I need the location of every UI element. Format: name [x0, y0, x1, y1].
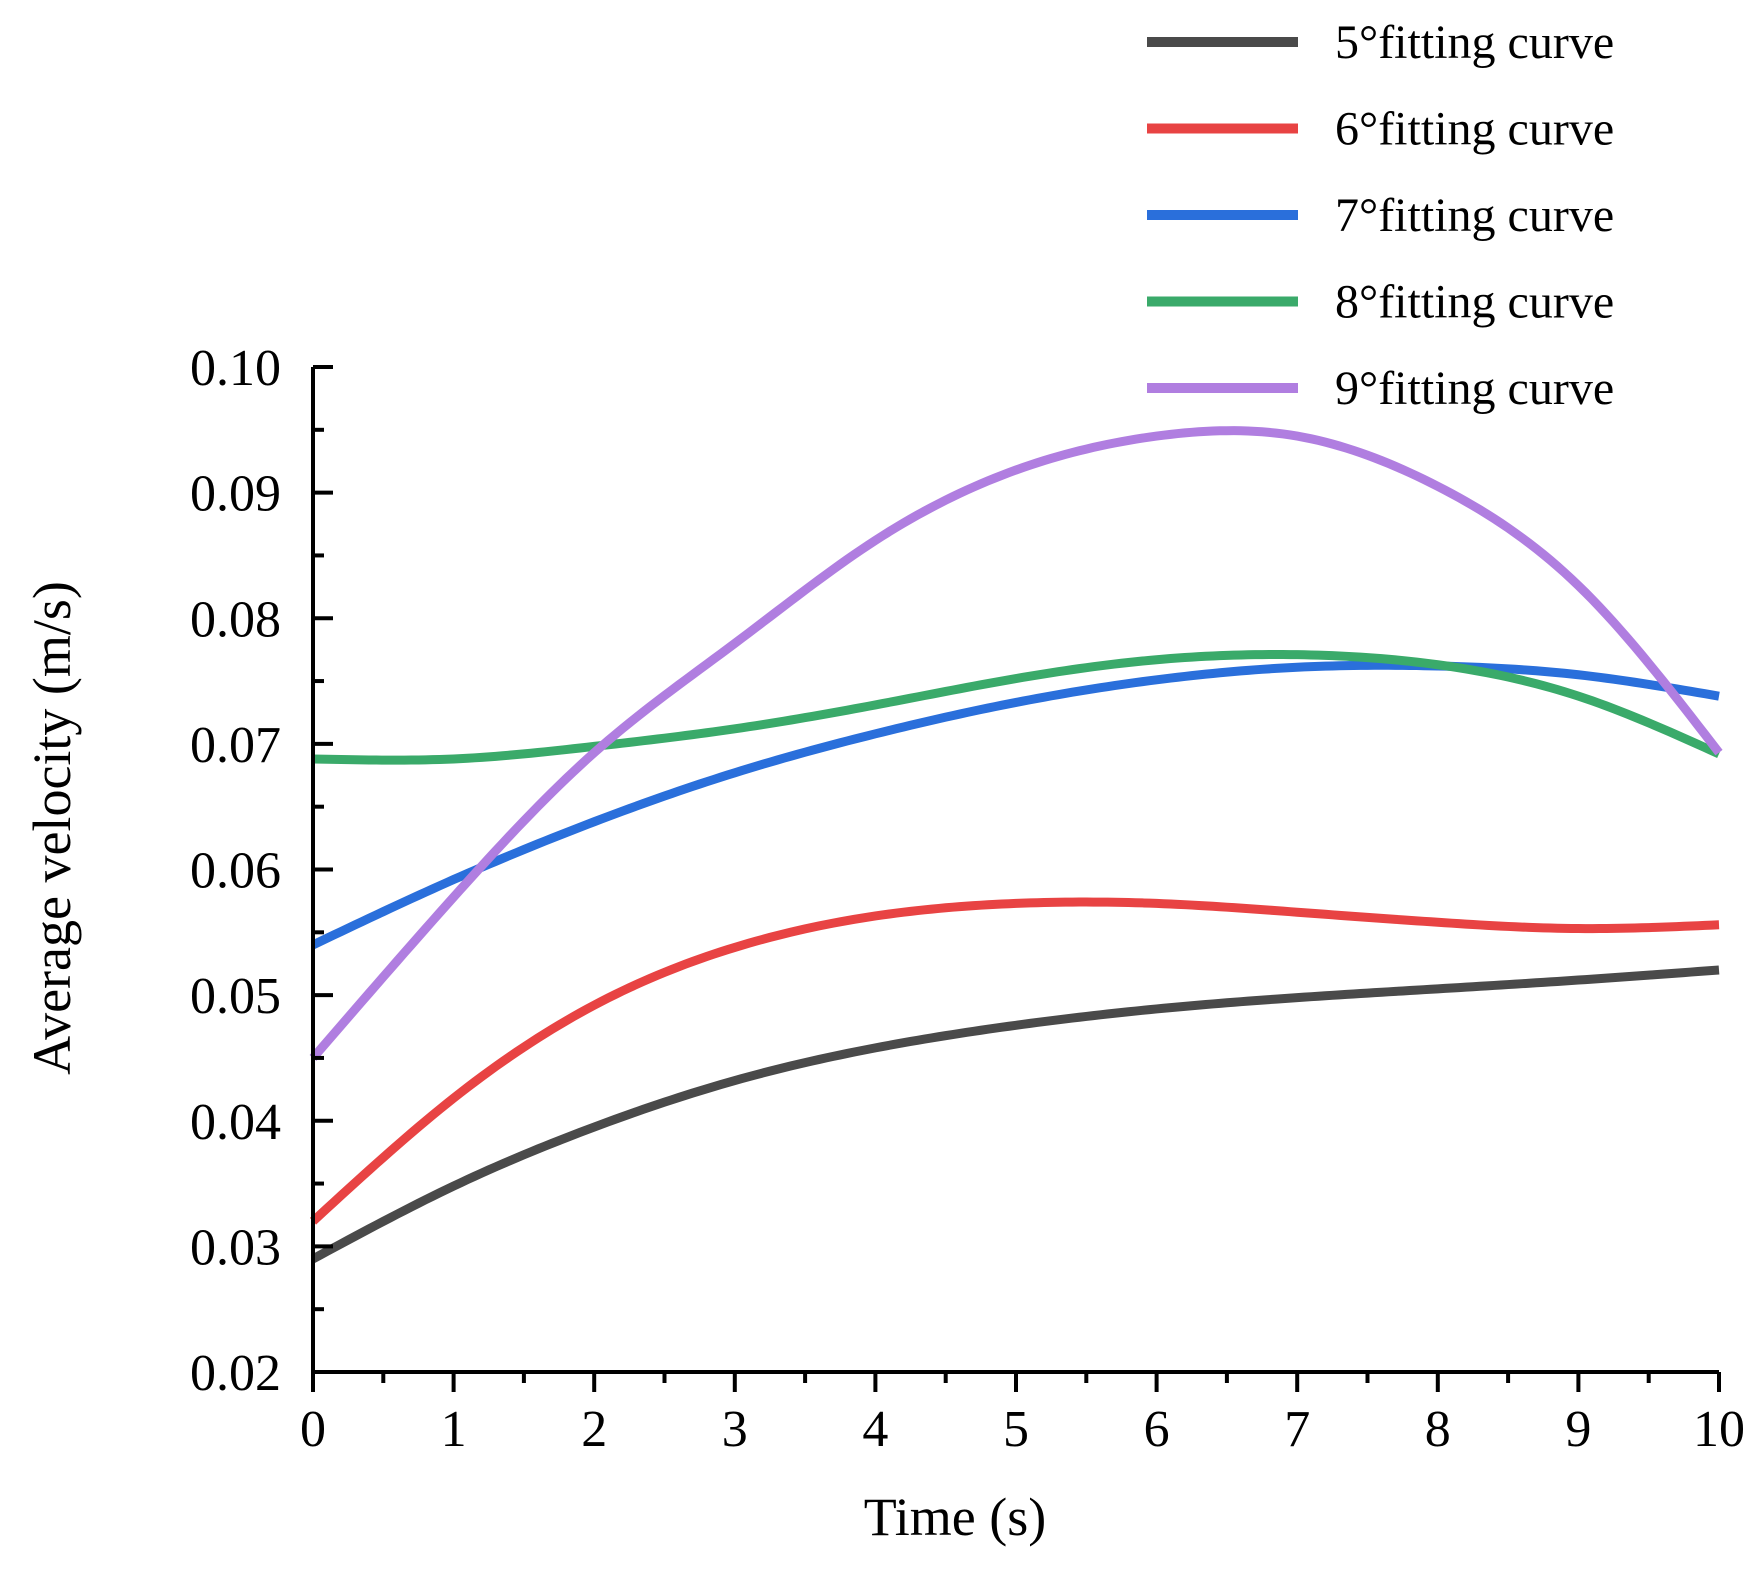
y-axis-title: Average velocity (m/s): [22, 581, 82, 1075]
axes: [311, 367, 1719, 1374]
x-tick-label: 5: [1003, 1401, 1029, 1458]
series-line-9-fitting-curve: [309, 426, 1723, 1061]
y-tick-label: 0.04: [190, 1094, 281, 1151]
legend: 5°fitting curve 6°fitting curve 7°fitting …: [1147, 16, 1614, 415]
y-tick-label: 0.06: [190, 843, 281, 900]
x-tick-label: 3: [722, 1401, 748, 1458]
series-line-6-fitting-curve: [309, 897, 1720, 1225]
x-tick-label: 6: [1144, 1401, 1170, 1458]
x-axis-title: Time (s): [864, 1487, 1047, 1547]
series-line-8-fitting-curve: [312, 650, 1721, 765]
series-line-5-fitting-curve: [310, 965, 1720, 1263]
x-tick-label: 1: [441, 1401, 467, 1458]
y-tick-label: 0.09: [190, 466, 281, 523]
x-tick-label: 9: [1565, 1401, 1591, 1458]
legend-label: 5°fitting curve: [1335, 16, 1614, 69]
x-tick-label: 8: [1425, 1401, 1451, 1458]
x-tick-label: 2: [581, 1401, 607, 1458]
legend-label: 7°fitting curve: [1335, 189, 1614, 242]
legend-label: 9°fitting curve: [1335, 362, 1614, 415]
series-line-7-fitting-curve: [311, 660, 1720, 949]
y-tick-label: 0.05: [190, 968, 281, 1025]
y-tick-label: 0.07: [190, 717, 281, 774]
x-tick-label: 4: [862, 1401, 888, 1458]
x-tick-label: 10: [1693, 1401, 1745, 1458]
legend-label: 8°fitting curve: [1335, 276, 1614, 329]
y-tick-label: 0.03: [190, 1219, 281, 1276]
x-tick-label: 7: [1284, 1401, 1310, 1458]
ticks: 0 1 2 3 4 5 6 7 8 9 10 0.02 0.03 0.04 0.05 0.06 0.07 0.08…: [190, 340, 1745, 1458]
y-tick-label: 0.02: [190, 1345, 281, 1402]
series-layer: [309, 426, 1723, 1263]
y-tick-label: 0.08: [190, 591, 281, 648]
y-tick-label: 0.10: [190, 340, 281, 397]
legend-label: 6°fitting curve: [1335, 103, 1614, 156]
x-tick-label: 0: [300, 1401, 326, 1458]
